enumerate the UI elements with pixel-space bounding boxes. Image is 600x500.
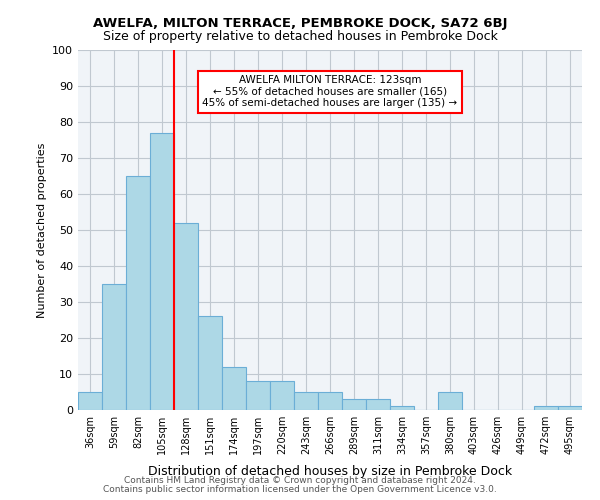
Bar [246,381,270,410]
Bar [438,392,462,410]
Bar [270,381,294,410]
Y-axis label: Number of detached properties: Number of detached properties [37,142,47,318]
Text: Contains HM Land Registry data © Crown copyright and database right 2024.: Contains HM Land Registry data © Crown c… [124,476,476,485]
Text: Size of property relative to detached houses in Pembroke Dock: Size of property relative to detached ho… [103,30,497,43]
Bar [78,392,102,410]
Text: Contains public sector information licensed under the Open Government Licence v3: Contains public sector information licen… [103,485,497,494]
Bar [342,399,366,410]
Text: AWELFA MILTON TERRACE: 123sqm
← 55% of detached houses are smaller (165)
45% of : AWELFA MILTON TERRACE: 123sqm ← 55% of d… [202,75,458,108]
Bar [198,316,222,410]
Bar [150,133,174,410]
Bar [366,399,390,410]
Bar [294,392,318,410]
Bar [390,406,414,410]
Text: AWELFA, MILTON TERRACE, PEMBROKE DOCK, SA72 6BJ: AWELFA, MILTON TERRACE, PEMBROKE DOCK, S… [93,18,507,30]
Bar [558,406,582,410]
X-axis label: Distribution of detached houses by size in Pembroke Dock: Distribution of detached houses by size … [148,466,512,478]
Bar [222,367,246,410]
Bar [102,284,126,410]
Bar [534,406,558,410]
Bar [126,176,150,410]
Bar [318,392,342,410]
Bar [174,223,198,410]
